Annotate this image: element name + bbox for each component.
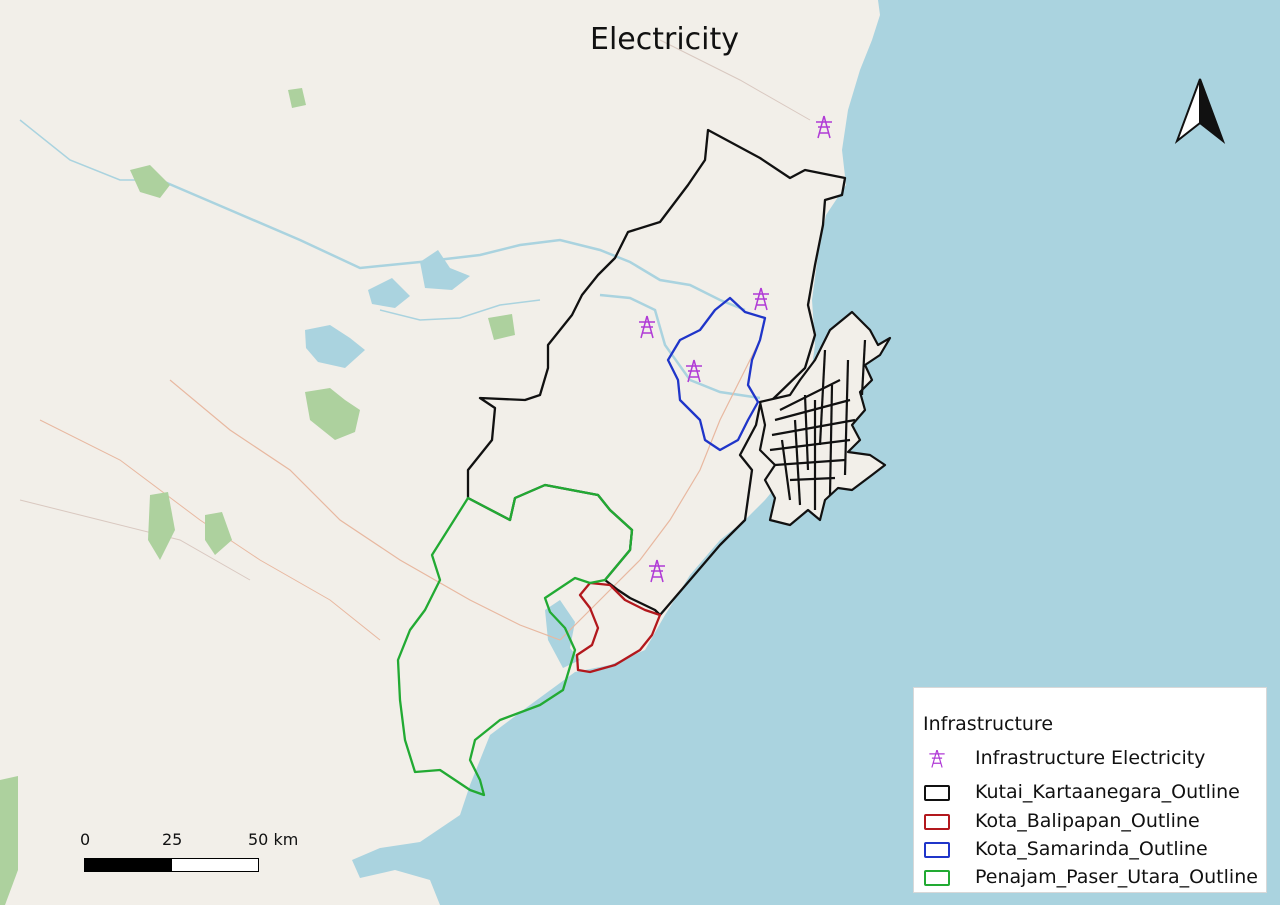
legend-label: Infrastructure Electricity: [975, 747, 1206, 769]
river: [599, 293, 761, 400]
forest-patch: [130, 165, 170, 198]
legend-item-electricity: Infrastructure Electricity: [914, 747, 1264, 773]
legend-swatch: [924, 785, 950, 801]
forest-patch: [288, 88, 306, 108]
legend-title: Infrastructure: [923, 713, 1054, 735]
legend-label: Kota_Samarinda_Outline: [975, 838, 1208, 860]
scale-label-50: 50 km: [248, 830, 299, 849]
lake: [368, 278, 410, 308]
electricity-tower-icon[interactable]: [816, 115, 832, 139]
forest-patch: [305, 388, 360, 440]
electricity-tower-icon[interactable]: [686, 359, 702, 383]
electricity-tower-icon[interactable]: [639, 315, 655, 339]
forest-patch: [148, 492, 175, 560]
legend-item-samarinda: Kota_Samarinda_Outline: [914, 838, 1264, 864]
legend-swatch: [924, 814, 950, 830]
scale-label-0: 0: [80, 830, 91, 849]
legend-swatch: [924, 842, 950, 858]
sea-area: [352, 0, 1280, 905]
legend-label: Kutai_Kartaanegara_Outline: [975, 781, 1240, 803]
lake: [305, 325, 365, 368]
scale-segment-dark: [84, 858, 172, 872]
north-arrow-icon: [1174, 78, 1226, 144]
legend-label: Kota_Balipapan_Outline: [975, 810, 1200, 832]
scale-segment-light: [171, 858, 259, 872]
map-title: Electricity: [590, 22, 740, 57]
mahakam-delta: [758, 310, 892, 527]
river: [379, 299, 541, 321]
legend-item-penajam: Penajam_Paser_Utara_Outline: [914, 866, 1264, 892]
kota-samarinda-outline[interactable]: [666, 296, 767, 452]
electricity-tower-icon[interactable]: [753, 287, 769, 311]
kota-balikpapan-outline[interactable]: [575, 581, 662, 674]
road: [559, 339, 761, 641]
forest-patch: [0, 776, 18, 905]
road: [19, 499, 251, 581]
road: [659, 39, 811, 121]
scale-bar: 0 25 50 km: [78, 830, 308, 880]
road: [169, 379, 561, 641]
scale-label-25: 25: [162, 830, 183, 849]
river: [159, 178, 746, 312]
penajam-paser-utara-outline[interactable]: [396, 483, 634, 797]
legend-label: Penajam_Paser_Utara_Outline: [975, 866, 1258, 888]
electricity-tower-icon[interactable]: [649, 559, 665, 583]
forest-patch: [205, 512, 232, 555]
transmission-tower-icon: [929, 750, 945, 768]
legend-item-balikpapan: Kota_Balipapan_Outline: [914, 810, 1264, 836]
legend: Infrastructure Infrastructure Electricit…: [913, 687, 1267, 893]
legend-item-kutai: Kutai_Kartaanegara_Outline: [914, 781, 1264, 807]
legend-swatch: [924, 870, 950, 886]
forest-patch: [488, 314, 515, 340]
